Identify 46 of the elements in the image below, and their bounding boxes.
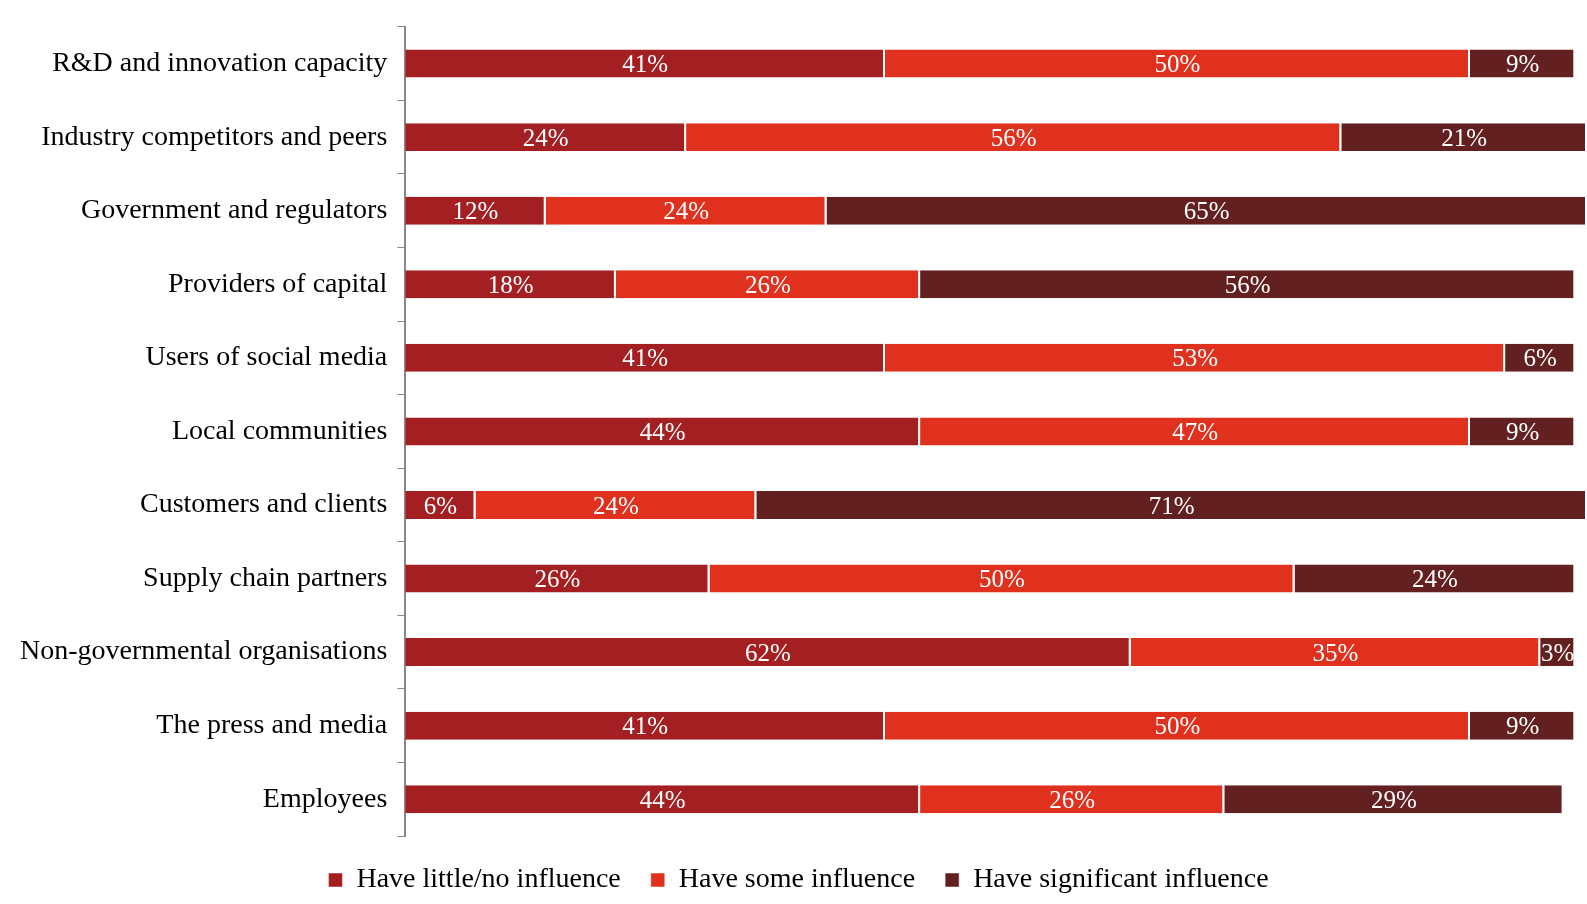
legend-label: Have little/no influence xyxy=(356,862,621,894)
y-tick-label: Non-governmental organisations xyxy=(20,634,388,666)
data-label: 24% xyxy=(592,491,639,519)
data-label: 24% xyxy=(522,123,569,151)
data-label: 9% xyxy=(1505,417,1540,445)
data-label: 50% xyxy=(1154,712,1201,740)
data-label: 24% xyxy=(663,197,710,225)
data-label: 9% xyxy=(1505,712,1540,740)
data-label: 44% xyxy=(639,785,686,813)
data-label: 41% xyxy=(622,712,669,740)
data-label: 21% xyxy=(1441,123,1488,151)
data-label: 41% xyxy=(622,344,669,372)
data-label: 56% xyxy=(990,123,1037,151)
data-label: 35% xyxy=(1312,638,1359,666)
data-label: 41% xyxy=(622,50,669,78)
data-label: 29% xyxy=(1371,785,1417,813)
data-label: 18% xyxy=(487,270,534,298)
data-label: 71% xyxy=(1148,491,1195,519)
legend-label: Have significant influence xyxy=(973,862,1269,894)
data-label: 53% xyxy=(1172,344,1218,372)
y-tick-label: Industry competitors and peers xyxy=(41,119,388,151)
y-tick-label: Employees xyxy=(262,781,388,813)
y-tick-label: Users of social media xyxy=(145,340,388,372)
legend-label: Have some influence xyxy=(678,862,916,894)
data-label: 47% xyxy=(1172,417,1218,445)
y-tick-label: The press and media xyxy=(156,708,388,740)
data-label: 65% xyxy=(1183,197,1230,225)
y-tick-label: Local communities xyxy=(171,413,388,445)
data-label: 6% xyxy=(423,491,458,519)
data-label: 26% xyxy=(745,270,791,298)
data-label: 62% xyxy=(745,638,791,666)
data-label: 26% xyxy=(534,565,581,593)
data-label: 44% xyxy=(639,417,686,445)
y-tick-label: Government and regulators xyxy=(80,193,388,225)
y-tick-label: R&D and innovation capacity xyxy=(52,45,388,77)
y-tick-label: Customers and clients xyxy=(140,487,388,519)
data-label: 50% xyxy=(979,565,1025,593)
data-label: 6% xyxy=(1523,344,1557,372)
data-label: 12% xyxy=(452,197,499,225)
data-label: 56% xyxy=(1224,270,1271,298)
data-label: 26% xyxy=(1049,785,1096,813)
y-tick-label: Providers of capital xyxy=(168,266,388,298)
data-label: 9% xyxy=(1505,50,1540,78)
y-tick-label: Supply chain partners xyxy=(143,560,388,592)
data-label: 24% xyxy=(1411,565,1458,593)
data-label: 50% xyxy=(1154,50,1201,78)
